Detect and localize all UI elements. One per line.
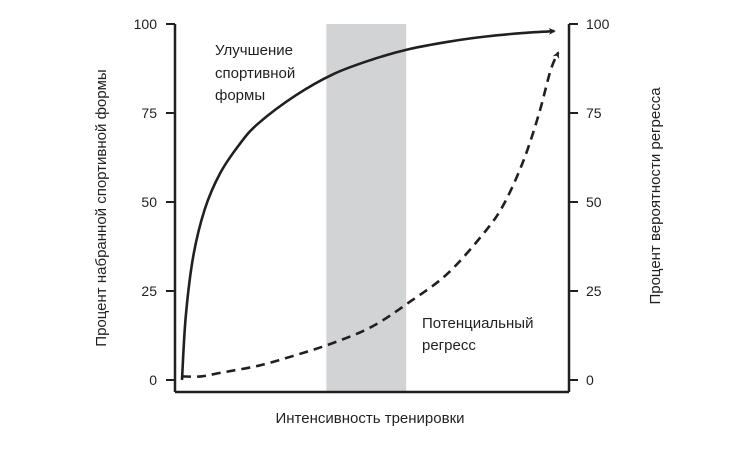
left-tick-label: 100 [134, 16, 158, 32]
solid-annotation-line-3: формы [215, 87, 265, 104]
right-tick-label: 25 [586, 283, 602, 299]
dashed-annotation-line-1: Потенциальный [422, 315, 533, 332]
right-tick-label: 50 [586, 194, 602, 210]
solid-annotation-line-1: Улучшение [215, 42, 293, 59]
x-axis-title: Интенсивность тренировки [275, 410, 464, 427]
right-tick-label: 100 [586, 16, 610, 32]
solid-annotation-line-2: спортивной [215, 65, 295, 82]
left-axis-title: Процент набранной спортивной формы [93, 69, 110, 346]
left-tick-label: 25 [141, 283, 157, 299]
right-axis-title: Процент вероятности регресса [647, 87, 664, 305]
right-tick-label: 0 [586, 372, 594, 388]
solid-form-curve [180, 27, 556, 381]
left-tick-label: 0 [149, 372, 157, 388]
left-tick-label: 75 [141, 105, 157, 121]
right-tick-label: 75 [586, 105, 602, 121]
dashed-annotation-line-2: регресс [422, 337, 476, 354]
dashed-regress-curve [181, 51, 560, 378]
shaded-band [326, 24, 407, 392]
left-tick-label: 50 [141, 194, 157, 210]
